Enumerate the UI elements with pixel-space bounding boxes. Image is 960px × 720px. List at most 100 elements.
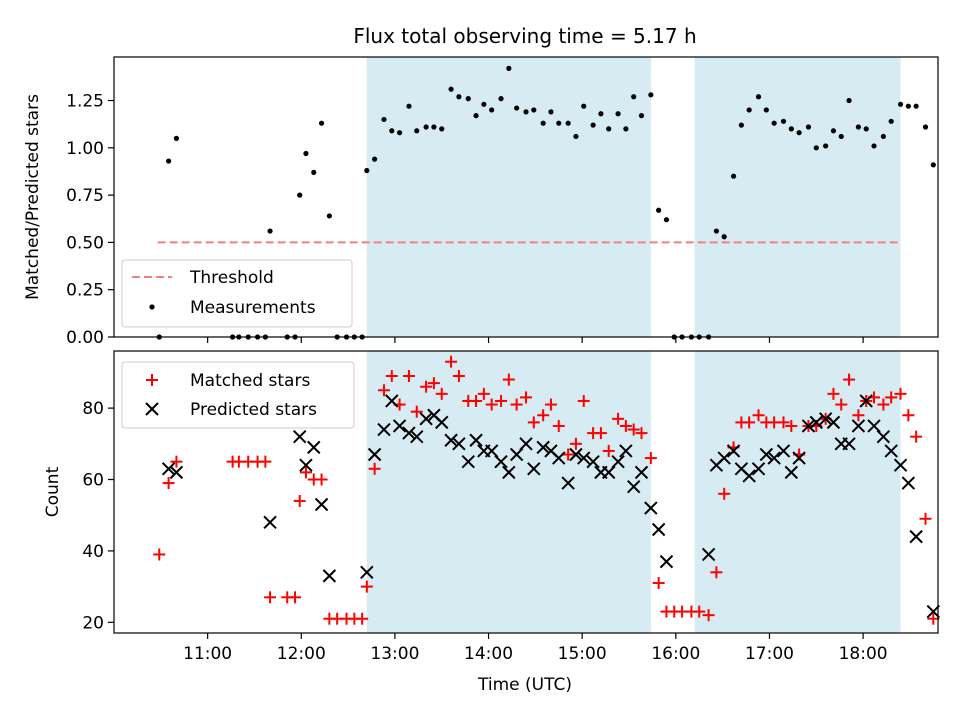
measurement-point [473, 113, 479, 119]
measurement-point [540, 120, 546, 126]
x-tick-label: 13:00 [370, 644, 419, 664]
matched-star-point [315, 473, 328, 486]
measurement-point [871, 143, 877, 149]
measurement-point [590, 122, 596, 128]
matched-star-point [402, 369, 415, 382]
top-shaded-interval [694, 57, 901, 337]
matched-star-point [902, 409, 915, 422]
predicted-star-point [619, 444, 633, 458]
measurement-point [888, 118, 894, 124]
matched-star-point [718, 487, 731, 500]
measurement-point [897, 101, 904, 107]
top-legend: Threshold Measurements [121, 259, 353, 328]
matched-star-point [693, 605, 706, 618]
matched-star-point [577, 394, 590, 407]
measurement-point [531, 107, 537, 113]
measurement-point [498, 96, 504, 102]
predicted-star-point [509, 447, 524, 462]
predicted-star-point [602, 465, 616, 480]
top-y-tick-label: 1.25 [66, 92, 104, 112]
predicted-star-point [818, 412, 833, 426]
top-y-tick-label: 0.50 [66, 233, 104, 253]
predicted-star-point [293, 429, 307, 444]
matched-star-point [562, 448, 575, 461]
top-legend-box [121, 259, 353, 328]
matched-star-point [602, 444, 615, 457]
matched-star-point [627, 423, 640, 436]
measurement-point [746, 107, 752, 113]
measurement-point [381, 116, 387, 123]
matched-star-point [702, 609, 715, 622]
measurements-legend-swatch [149, 304, 155, 310]
predicted-star-point [659, 554, 674, 569]
matched-star-point [710, 566, 723, 579]
measurement-point [556, 120, 562, 126]
matched-star-point [299, 466, 312, 479]
predicted-star-point [452, 437, 466, 451]
predicted-star-point [742, 469, 756, 483]
bottom-y-tick-label: 60 [82, 471, 104, 491]
matched-star-point [743, 416, 756, 429]
x-tick-label: 11:00 [183, 644, 232, 664]
matched-star-point [485, 398, 498, 411]
measurement-point [173, 135, 180, 141]
predicted-star-point [826, 415, 841, 430]
predicted-star-point [926, 604, 941, 619]
measurement-point [846, 97, 852, 104]
measurement-point [431, 124, 437, 130]
x-tick-label: 18:00 [839, 644, 888, 664]
predicted-star-point [392, 419, 407, 433]
matched-star-point [368, 462, 381, 475]
measurement-point [514, 105, 520, 111]
predicted-star-point [792, 451, 806, 465]
measurement-point [565, 120, 571, 126]
matched-star-point [927, 612, 940, 625]
measurement-point [763, 107, 769, 113]
measurement-point [796, 130, 802, 136]
matched-star-point [502, 373, 515, 386]
predicted-star-point [469, 433, 483, 447]
measurement-point [713, 228, 719, 234]
matched-star-point [153, 548, 166, 561]
x-tick-label: 14:00 [464, 644, 513, 664]
top-y-tick-label: 0.25 [66, 281, 104, 301]
top-axes-frame [113, 56, 939, 338]
measurement-point [823, 143, 829, 149]
matched-star-point [445, 355, 458, 368]
predicted-star-point [484, 444, 499, 458]
matched-star-point [527, 416, 540, 429]
measurement-point [267, 228, 273, 234]
predicted-star-point [569, 447, 583, 462]
predicted-star-point [552, 451, 566, 465]
matched-stars-legend-label: Matched stars [190, 371, 310, 391]
measurement-point [880, 133, 886, 140]
matched-star-point [752, 409, 765, 422]
measurement-point [406, 103, 412, 109]
measurement-point [297, 192, 303, 198]
bottom-legend-box [121, 361, 355, 429]
matched-star-point [420, 380, 433, 393]
measurement-point [830, 128, 837, 134]
predicted-star-point [644, 501, 658, 515]
predicted-star-point [876, 429, 891, 444]
predicted-star-point [519, 437, 533, 451]
matched-star-point [385, 369, 398, 382]
matched-star-point [827, 387, 840, 400]
top-y-axis-label: Matched/Predicted stars [23, 94, 43, 300]
x-tick-label: 12:00 [277, 644, 326, 664]
top-y-tick-label: 0.00 [66, 328, 104, 348]
matched-star-point [293, 494, 306, 507]
predicted-star-point [314, 497, 329, 512]
matched-star-point [510, 398, 523, 411]
x-tick-label: 15:00 [558, 644, 607, 664]
predicted-star-point [767, 451, 781, 465]
measurement-point [631, 94, 637, 100]
matched-star-point [635, 427, 648, 440]
bottom-legend: Matched stars Predicted stars [121, 361, 355, 429]
matched-star-point [435, 387, 448, 400]
measurement-point [738, 122, 744, 128]
matched-star-point [644, 452, 657, 465]
matched-star-point [852, 409, 865, 422]
bottom-y-tick-label: 80 [82, 399, 104, 419]
